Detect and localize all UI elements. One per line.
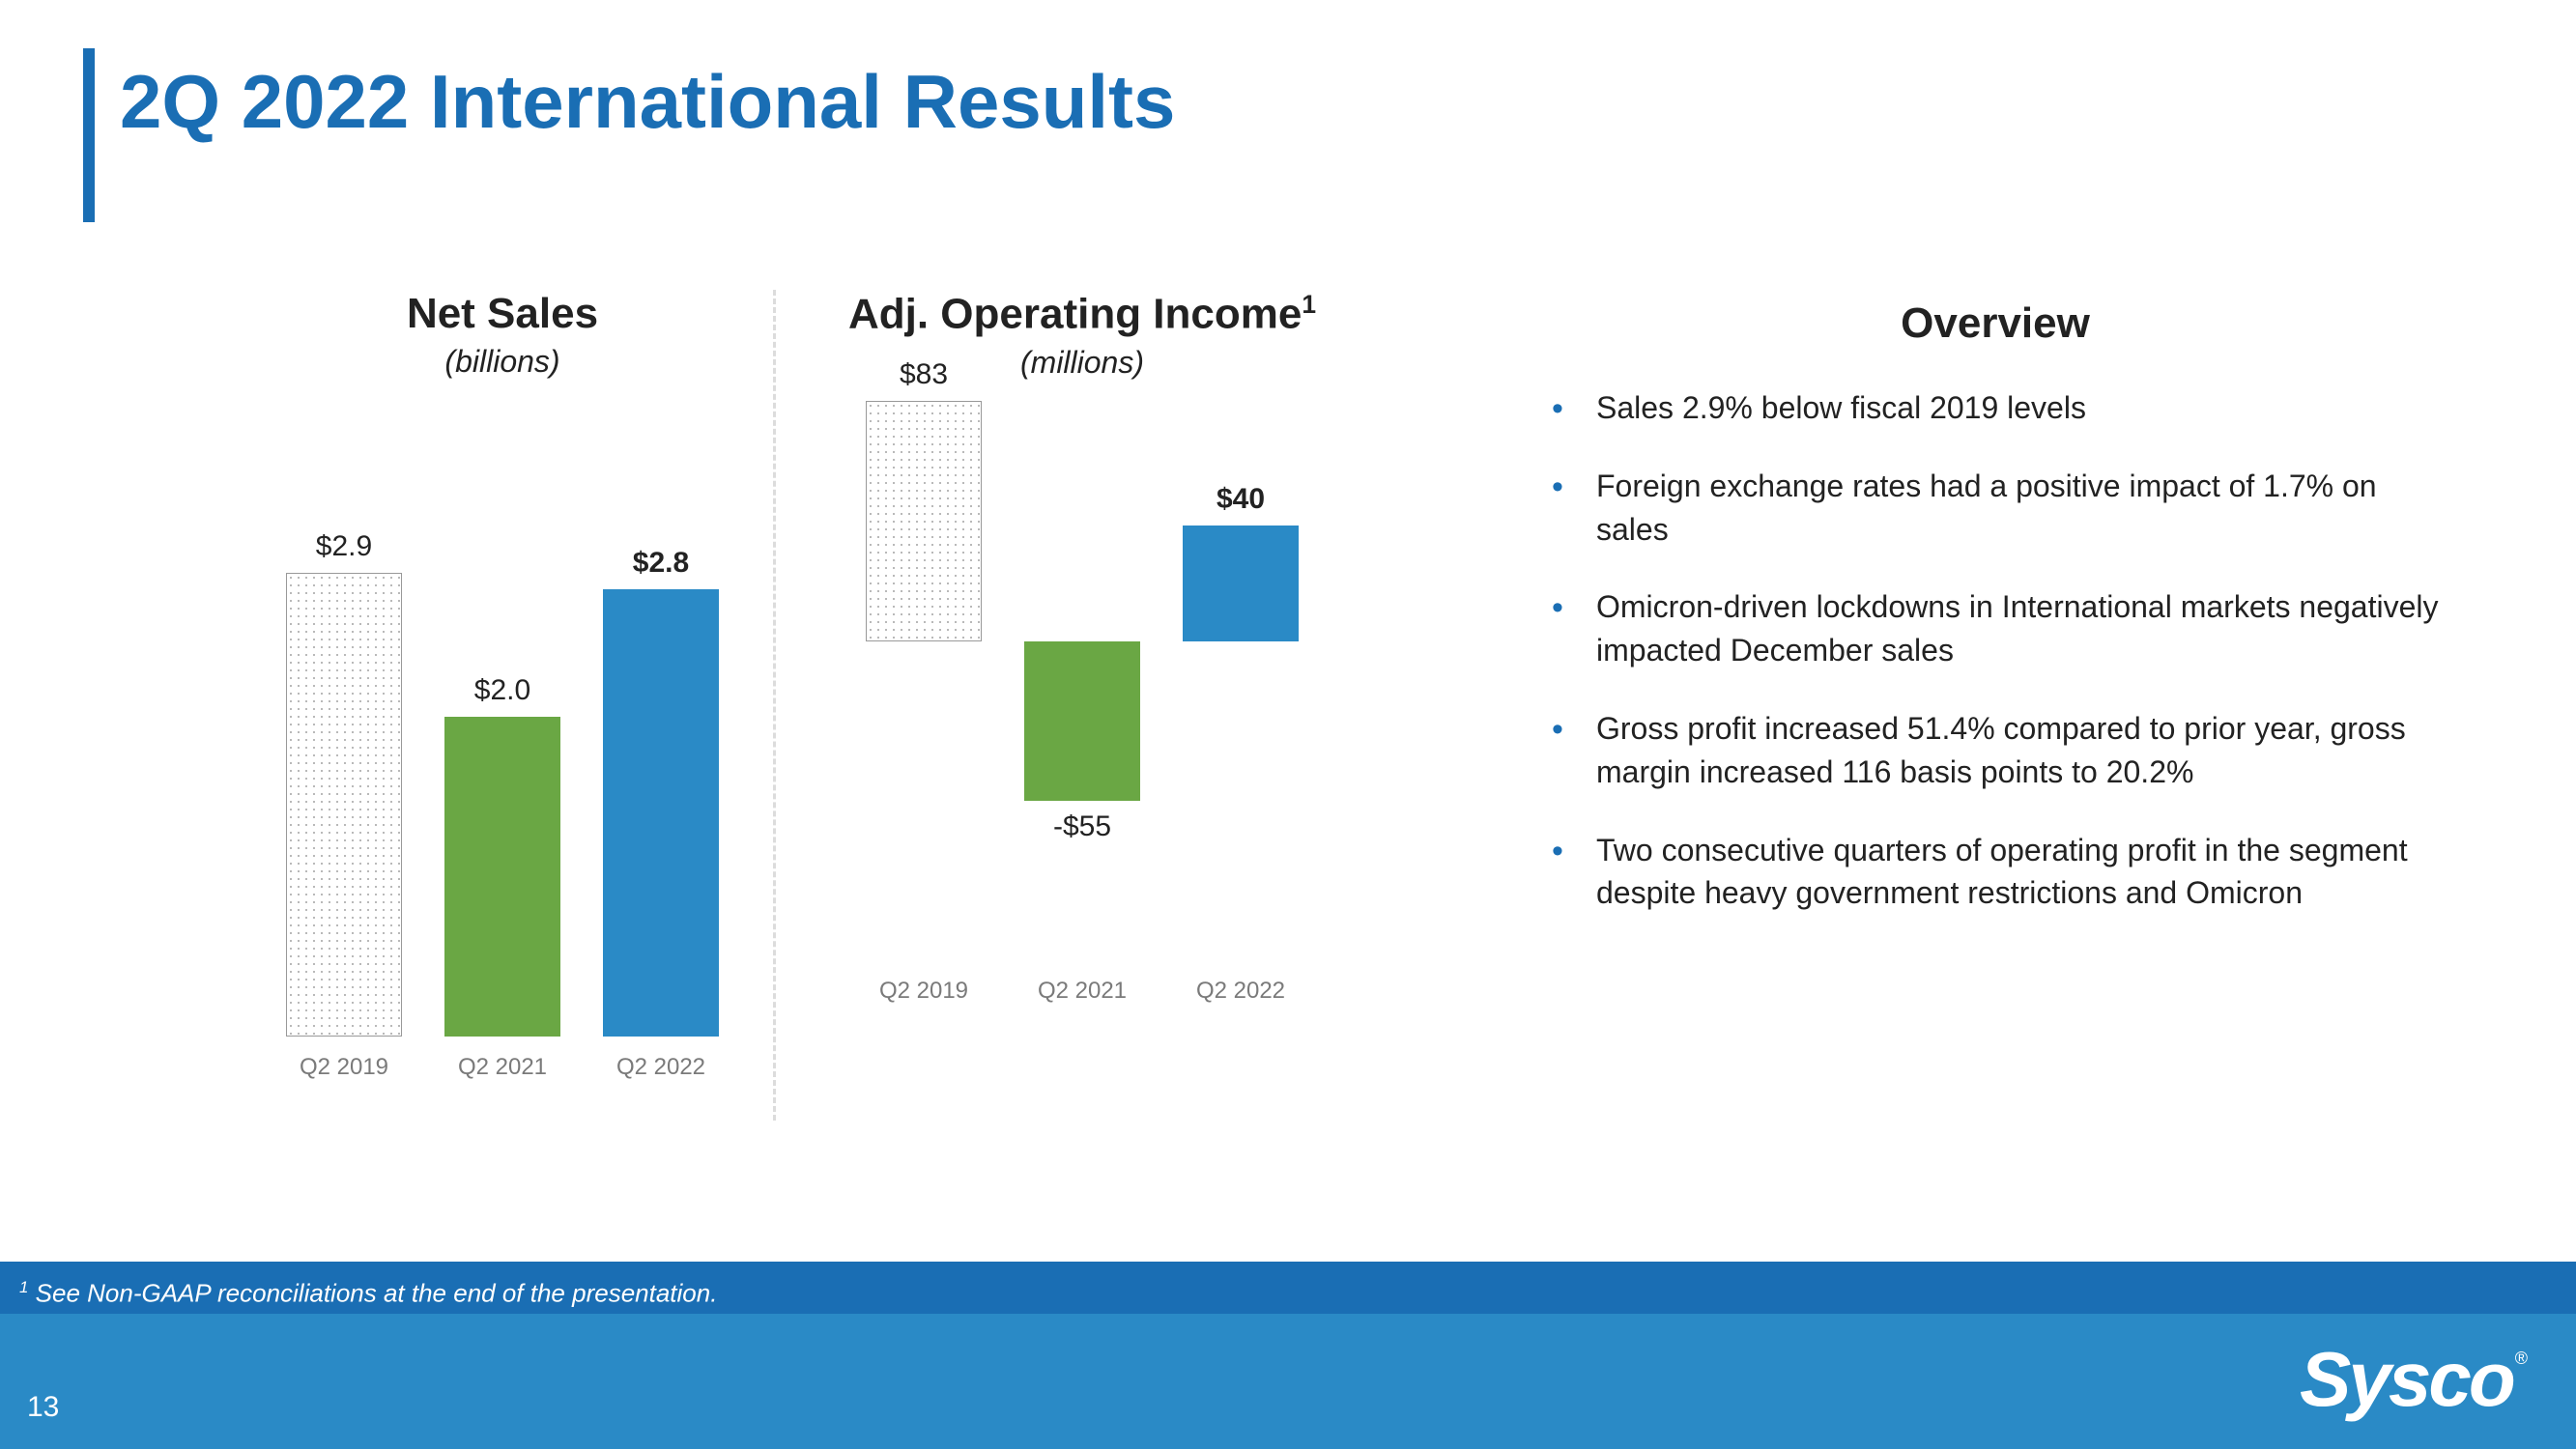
sysco-logo: Sysco ® — [2300, 1335, 2528, 1432]
footnote-text: See Non-GAAP reconciliations at the end … — [36, 1279, 718, 1308]
bar — [286, 573, 402, 1037]
chart-title-aoi: Adj. Operating Income1 — [841, 290, 1324, 339]
overview-list: Sales 2.9% below fiscal 2019 levels Forei… — [1546, 386, 2445, 915]
bar-value-label: $83 — [866, 358, 982, 391]
bar-value-label: $2.8 — [603, 547, 719, 580]
overview-bullet: Sales 2.9% below fiscal 2019 levels — [1546, 386, 2445, 430]
footnote-band: 1 See Non-GAAP reconciliations at the en… — [0, 1262, 2576, 1314]
axis-category-label: Q2 2019 — [866, 978, 982, 1005]
axis-category-label: Q2 2022 — [603, 1054, 719, 1081]
overview-bullet: Gross profit increased 51.4% compared to… — [1546, 707, 2445, 794]
axis-category-label: Q2 2021 — [1024, 978, 1140, 1005]
logo-text: Sysco — [2300, 1335, 2513, 1424]
chart-divider — [773, 290, 776, 1121]
title-accent-rule — [83, 48, 95, 222]
bar — [866, 401, 982, 641]
axis-category-label: Q2 2019 — [286, 1054, 402, 1081]
chart-net-sales: Net Sales (billions) $2.9Q2 2019$2.0Q2 2… — [261, 290, 744, 1037]
bar-value-label: $2.0 — [444, 674, 560, 707]
axis-category-label: Q2 2022 — [1183, 978, 1299, 1005]
chart-title-aoi-text: Adj. Operating Income — [848, 291, 1302, 338]
chart-title-net-sales: Net Sales — [261, 290, 744, 338]
content-area: Net Sales (billions) $2.9Q2 2019$2.0Q2 2… — [0, 290, 2576, 1169]
overview-bullet: Two consecutive quarters of operating pr… — [1546, 829, 2445, 916]
bar — [603, 589, 719, 1037]
overview-bullet: Foreign exchange rates had a positive im… — [1546, 465, 2445, 552]
axis-category-label: Q2 2021 — [444, 1054, 560, 1081]
footnote-sup: 1 — [19, 1278, 28, 1296]
overview-bullet: Omicron-driven lockdowns in Internationa… — [1546, 585, 2445, 672]
chart-adj-op-income: Adj. Operating Income1 (millions) $83Q2 … — [841, 290, 1324, 960]
bars-area-aoi: $83Q2 2019-$55Q2 2021$40Q2 2022 — [850, 419, 1314, 960]
bar-value-label: $40 — [1183, 483, 1299, 516]
bar-value-label: $2.9 — [286, 530, 402, 563]
chart-title-aoi-sup: 1 — [1302, 290, 1316, 319]
bar — [1024, 641, 1140, 801]
slide-title: 2Q 2022 International Results — [120, 58, 1175, 146]
chart-subtitle-net-sales: (billions) — [261, 344, 744, 380]
page-number: 13 — [27, 1391, 59, 1424]
overview-panel: Overview Sales 2.9% below fiscal 2019 le… — [1546, 299, 2445, 950]
logo-registered-icon: ® — [2515, 1349, 2528, 1369]
bar — [1183, 526, 1299, 641]
bar-value-label: -$55 — [1024, 810, 1140, 843]
bar — [444, 717, 560, 1037]
overview-title: Overview — [1546, 299, 2445, 348]
bottom-band: 13 Sysco ® — [0, 1314, 2576, 1449]
bars-area-net-sales: $2.9Q2 2019$2.0Q2 2021$2.8Q2 2022 — [271, 418, 734, 1037]
